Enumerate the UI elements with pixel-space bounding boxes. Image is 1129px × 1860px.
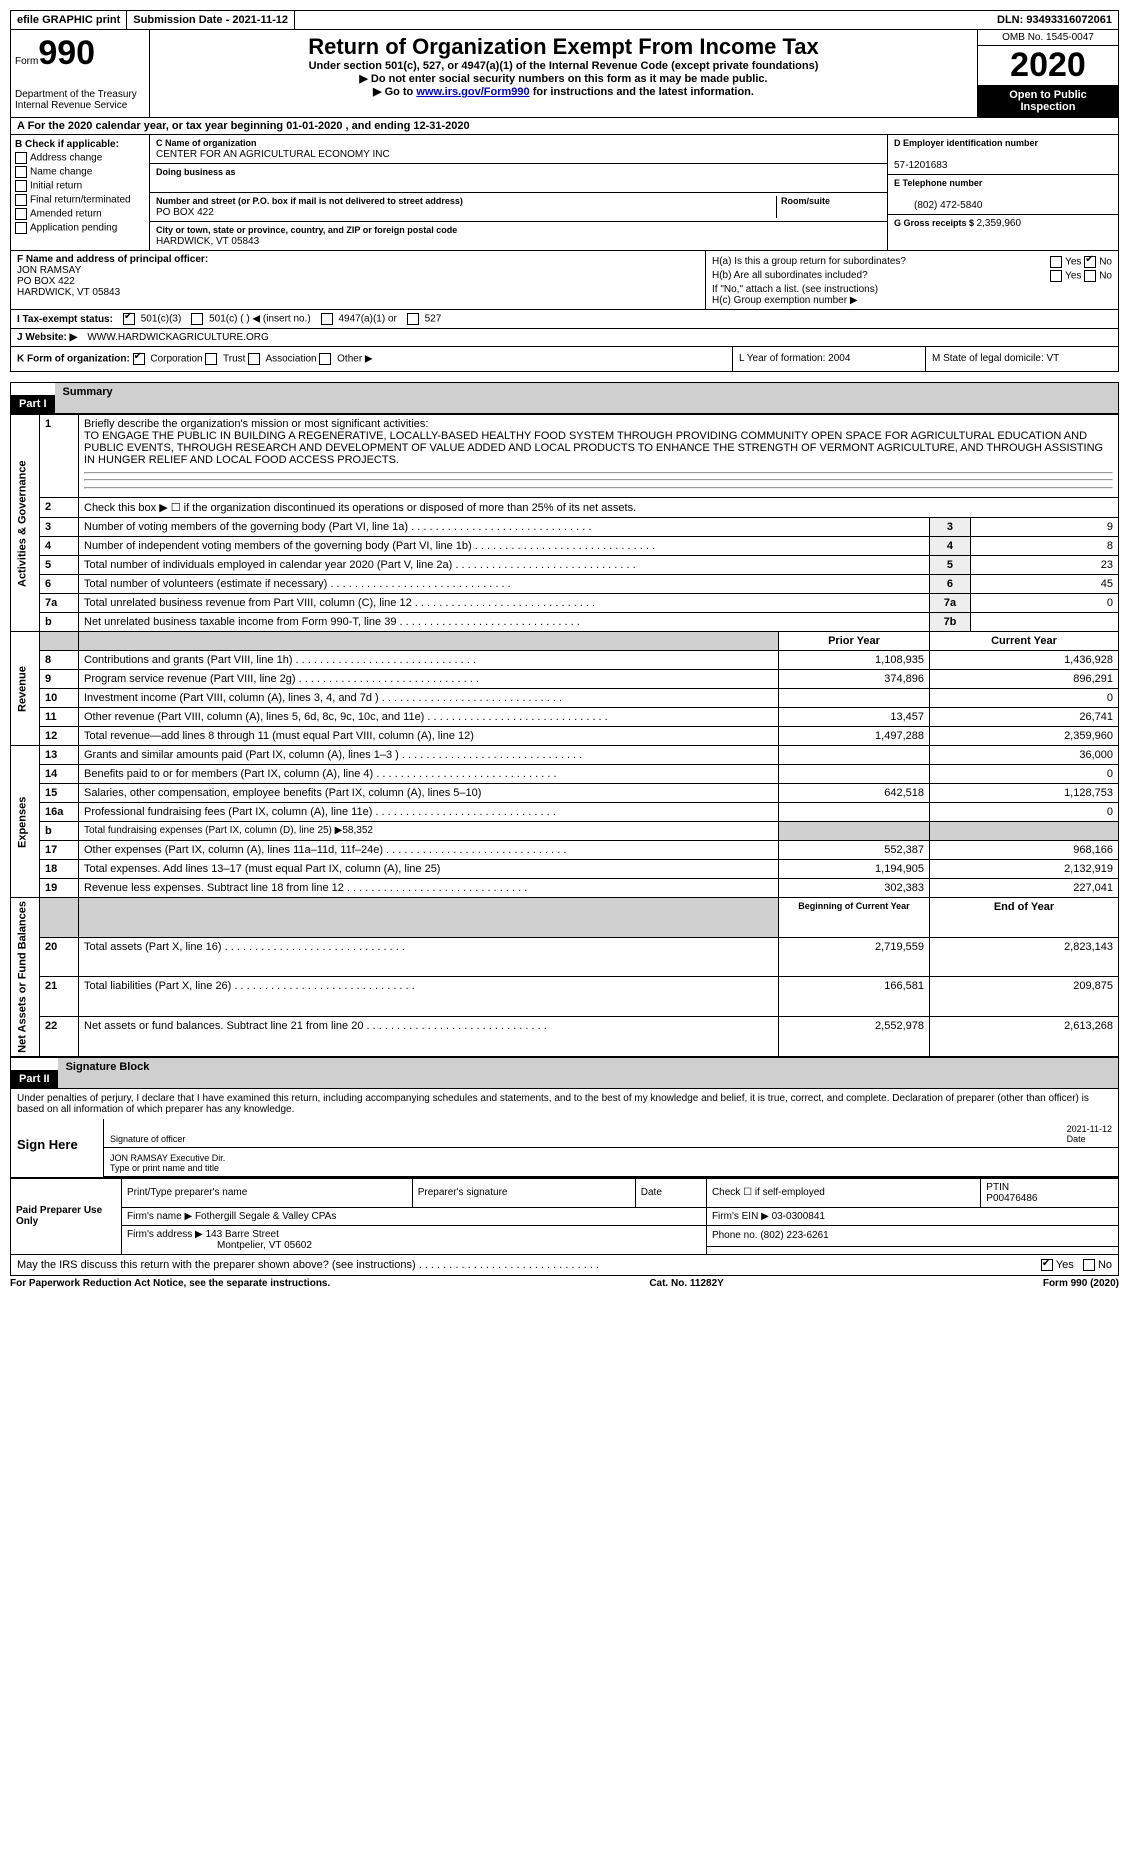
row-a: A For the 2020 calendar year, or tax yea… xyxy=(10,118,1119,135)
row-k: K Form of organization: Corporation Trus… xyxy=(10,347,1119,372)
header-left: Form990 Department of the Treasury Inter… xyxy=(11,30,150,117)
cb-other[interactable] xyxy=(319,353,331,365)
footer: For Paperwork Reduction Act Notice, see … xyxy=(10,1278,1119,1289)
dln: DLN: 93493316072061 xyxy=(991,11,1118,29)
cb-501c[interactable] xyxy=(191,313,203,325)
row-j: J Website: ▶ WWW.HARDWICKAGRICULTURE.ORG xyxy=(10,329,1119,347)
line-15: 15Salaries, other compensation, employee… xyxy=(11,784,1119,803)
line-10: 10Investment income (Part VIII, column (… xyxy=(11,689,1119,708)
main-header-block: B Check if applicable: Address change Na… xyxy=(10,135,1119,251)
sig-block: Under penalties of perjury, I declare th… xyxy=(10,1089,1119,1178)
may-yes[interactable] xyxy=(1041,1259,1053,1271)
line-22: 22Net assets or fund balances. Subtract … xyxy=(11,1017,1119,1057)
cb-trust[interactable] xyxy=(205,353,217,365)
cb-final[interactable] xyxy=(15,194,27,206)
line-20: 20Total assets (Part X, line 16)2,719,55… xyxy=(11,937,1119,977)
line-3: 3Number of voting members of the governi… xyxy=(11,518,1119,537)
header-right: OMB No. 1545-0047 2020 Open to Public In… xyxy=(977,30,1118,117)
row-i: I Tax-exempt status: 501(c)(3) 501(c) ( … xyxy=(10,310,1119,329)
line-7a: 7aTotal unrelated business revenue from … xyxy=(11,594,1119,613)
line-18: 18Total expenses. Add lines 13–17 (must … xyxy=(11,860,1119,879)
header-mid: Return of Organization Exempt From Incom… xyxy=(150,30,977,117)
part1-bar: Part I Summary xyxy=(10,382,1119,414)
line-5: 5Total number of individuals employed in… xyxy=(11,556,1119,575)
ha-no[interactable] xyxy=(1084,256,1096,268)
preparer-table: Paid Preparer Use Only Print/Type prepar… xyxy=(10,1178,1119,1255)
form-990: efile GRAPHIC print Submission Date - 20… xyxy=(10,10,1119,1289)
h-col: H(a) Is this a group return for subordin… xyxy=(706,251,1118,309)
line-7b: bNet unrelated business taxable income f… xyxy=(11,613,1119,632)
line-17: 17Other expenses (Part IX, column (A), l… xyxy=(11,841,1119,860)
exp-hdr: Expenses xyxy=(11,746,40,898)
cb-501c3[interactable] xyxy=(123,313,135,325)
top-bar: efile GRAPHIC print Submission Date - 20… xyxy=(10,10,1119,30)
f-col: F Name and address of principal officer:… xyxy=(11,251,706,309)
line-6: 6Total number of volunteers (estimate if… xyxy=(11,575,1119,594)
line-8: 8Contributions and grants (Part VIII, li… xyxy=(11,651,1119,670)
net-hdr: Net Assets or Fund Balances xyxy=(11,898,40,1057)
col-d: D Employer identification number57-12016… xyxy=(888,135,1118,250)
cb-4947[interactable] xyxy=(321,313,333,325)
irs-link[interactable]: www.irs.gov/Form990 xyxy=(416,86,529,98)
cb-corp[interactable] xyxy=(133,353,145,365)
cb-name[interactable] xyxy=(15,166,27,178)
cb-pending[interactable] xyxy=(15,222,27,234)
summary-table: Activities & Governance 1 Briefly descri… xyxy=(10,414,1119,1057)
line-12: 12Total revenue—add lines 8 through 11 (… xyxy=(11,727,1119,746)
submission-date: Submission Date - 2021-11-12 xyxy=(127,11,295,29)
col-b: B Check if applicable: Address change Na… xyxy=(11,135,150,250)
line-11: 11Other revenue (Part VIII, column (A), … xyxy=(11,708,1119,727)
cb-amended[interactable] xyxy=(15,208,27,220)
may-no[interactable] xyxy=(1083,1259,1095,1271)
line-9: 9Program service revenue (Part VIII, lin… xyxy=(11,670,1119,689)
line-4: 4Number of independent voting members of… xyxy=(11,537,1119,556)
rev-hdr: Revenue xyxy=(11,632,40,746)
efile-label: efile GRAPHIC print xyxy=(11,11,127,29)
cb-527[interactable] xyxy=(407,313,419,325)
line-16a: 16aProfessional fundraising fees (Part I… xyxy=(11,803,1119,822)
cb-assoc[interactable] xyxy=(248,353,260,365)
ha-yes[interactable] xyxy=(1050,256,1062,268)
dept: Department of the Treasury Internal Reve… xyxy=(15,89,145,111)
line-21: 21Total liabilities (Part X, line 26)166… xyxy=(11,977,1119,1017)
gov-hdr: Activities & Governance xyxy=(11,415,40,632)
line-14: 14Benefits paid to or for members (Part … xyxy=(11,765,1119,784)
f-h-row: F Name and address of principal officer:… xyxy=(10,251,1119,310)
part2-bar: Part II Signature Block xyxy=(10,1057,1119,1089)
cb-address[interactable] xyxy=(15,152,27,164)
line-19: 19Revenue less expenses. Subtract line 1… xyxy=(11,879,1119,898)
header: Form990 Department of the Treasury Inter… xyxy=(10,30,1119,118)
hb-no[interactable] xyxy=(1084,270,1096,282)
hb-yes[interactable] xyxy=(1050,270,1062,282)
line-16b: bTotal fundraising expenses (Part IX, co… xyxy=(11,822,1119,841)
col-c: C Name of organizationCENTER FOR AN AGRI… xyxy=(150,135,888,250)
may-discuss: May the IRS discuss this return with the… xyxy=(10,1255,1119,1276)
cb-initial[interactable] xyxy=(15,180,27,192)
